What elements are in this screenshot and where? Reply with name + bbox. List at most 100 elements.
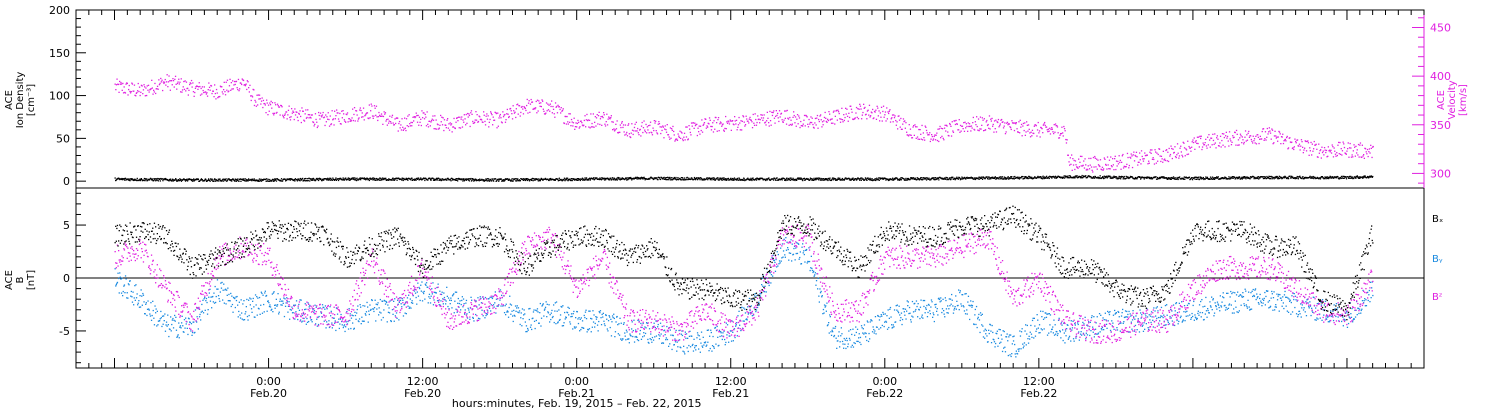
- velocity-point: [878, 110, 880, 112]
- velocity-point: [1284, 138, 1286, 141]
- velocity-point: [466, 122, 468, 124]
- density-point: [1087, 176, 1089, 178]
- density-point: [984, 178, 986, 180]
- density-point: [177, 179, 179, 181]
- density-point: [786, 177, 788, 179]
- velocity-point: [1225, 131, 1227, 133]
- density-point: [455, 179, 457, 181]
- density-point: [1022, 178, 1025, 180]
- density-point: [144, 178, 147, 180]
- velocity-point: [938, 128, 940, 130]
- velocity-point: [159, 82, 161, 85]
- density-point: [367, 179, 369, 181]
- density-point: [508, 178, 510, 180]
- density-point: [1030, 177, 1032, 179]
- velocity-point: [939, 125, 941, 128]
- density-point: [756, 177, 758, 179]
- density-point: [201, 179, 204, 181]
- density-point: [828, 178, 830, 180]
- velocity-point: [569, 121, 571, 123]
- density-point: [1320, 176, 1322, 179]
- velocity-point: [1047, 131, 1049, 133]
- velocity-point: [928, 134, 930, 136]
- density-point: [1372, 175, 1374, 178]
- density-point: [925, 177, 927, 179]
- density-point: [259, 180, 261, 182]
- by-point: [282, 302, 284, 304]
- velocity-point: [860, 108, 862, 110]
- velocity-point: [1259, 138, 1261, 140]
- density-point: [1335, 177, 1337, 179]
- density-point: [218, 180, 220, 182]
- velocity-point: [920, 138, 922, 140]
- velocity-point: [616, 120, 618, 122]
- velocity-point: [837, 109, 839, 111]
- velocity-point: [1335, 155, 1337, 157]
- density-point: [330, 177, 332, 180]
- density-point: [904, 179, 907, 181]
- velocity-point: [605, 121, 607, 123]
- density-point: [375, 177, 378, 180]
- velocity-point: [838, 112, 840, 115]
- velocity-point: [1248, 130, 1250, 133]
- density-point: [661, 177, 664, 180]
- velocity-point: [379, 114, 381, 116]
- by-point: [231, 303, 234, 306]
- velocity-point: [1339, 153, 1342, 155]
- velocity-point: [567, 123, 569, 125]
- density-point: [129, 180, 131, 182]
- velocity-point: [807, 123, 809, 125]
- density-point: [912, 178, 914, 180]
- density-point: [171, 180, 173, 182]
- density-point: [829, 177, 831, 179]
- velocity-point: [1240, 135, 1242, 137]
- velocity-point: [877, 115, 879, 117]
- density-point: [1225, 177, 1228, 179]
- velocity-point: [637, 127, 639, 130]
- density-point: [907, 177, 910, 180]
- velocity-point: [509, 107, 512, 110]
- velocity-point: [1323, 154, 1325, 156]
- velocity-point: [644, 129, 646, 131]
- density-point: [352, 178, 355, 180]
- velocity-point: [1108, 159, 1111, 161]
- density-point: [1287, 178, 1290, 180]
- velocity-point: [421, 110, 423, 112]
- density-point: [308, 177, 310, 179]
- velocity-point: [1350, 147, 1352, 149]
- velocity-point: [746, 118, 748, 120]
- velocity-point: [1013, 129, 1016, 132]
- density-point: [321, 179, 323, 182]
- density-point: [1263, 177, 1266, 180]
- velocity-point: [1283, 140, 1285, 142]
- by-point: [148, 309, 150, 311]
- velocity-point: [712, 122, 714, 124]
- velocity-point: [727, 120, 729, 122]
- velocity-point: [795, 125, 797, 127]
- velocity-point: [992, 123, 994, 126]
- by-point: [241, 318, 243, 320]
- by-point: [167, 324, 169, 326]
- density-point: [1084, 175, 1086, 178]
- velocity-point: [1352, 156, 1354, 158]
- velocity-point: [950, 125, 952, 127]
- density-point: [1024, 177, 1026, 179]
- density-point: [509, 179, 511, 181]
- velocity-point: [635, 130, 637, 132]
- by-point: [346, 311, 348, 313]
- density-point: [1013, 176, 1015, 178]
- velocity-point: [414, 116, 417, 118]
- velocity-point: [734, 120, 736, 122]
- velocity-point: [1060, 133, 1062, 135]
- density-point: [892, 179, 894, 181]
- velocity-point: [299, 110, 301, 112]
- by-point: [232, 311, 234, 313]
- velocity-point: [174, 78, 176, 80]
- density-point: [541, 178, 544, 180]
- velocity-point: [208, 86, 211, 88]
- by-point: [196, 321, 198, 323]
- velocity-point: [989, 128, 991, 130]
- velocity-point: [893, 114, 895, 116]
- density-point: [1319, 178, 1322, 180]
- density-point: [647, 178, 649, 180]
